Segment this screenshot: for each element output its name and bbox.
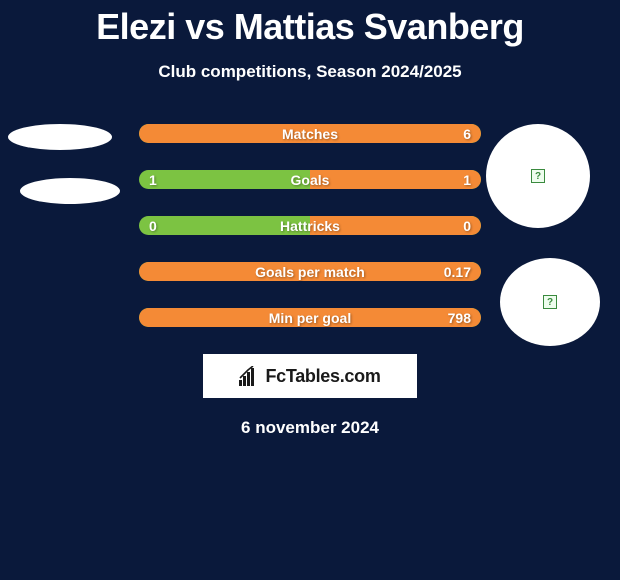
stat-value-right: 798 <box>448 310 471 326</box>
stat-pill: 0 Hattricks 0 <box>139 216 481 235</box>
stat-value-right: 0 <box>463 218 471 234</box>
brand-badge: FcTables.com <box>203 354 417 398</box>
stat-label: Hattricks <box>280 218 340 234</box>
brand-chart-icon <box>239 366 261 386</box>
stat-pill: Min per goal 798 <box>139 308 481 327</box>
stat-row: Goals per match 0.17 <box>0 262 620 281</box>
stat-value-left: 1 <box>149 172 157 188</box>
stat-pill: 1 Goals 1 <box>139 170 481 189</box>
stat-pill: Matches 6 <box>139 124 481 143</box>
stat-label: Min per goal <box>269 310 351 326</box>
page-title: Elezi vs Mattias Svanberg <box>0 0 620 48</box>
stat-value-right: 0.17 <box>444 264 471 280</box>
stat-label: Goals <box>291 172 330 188</box>
stat-value-right: 1 <box>463 172 471 188</box>
stat-label: Goals per match <box>255 264 365 280</box>
footer-date: 6 november 2024 <box>0 418 620 438</box>
page-subtitle: Club competitions, Season 2024/2025 <box>0 62 620 82</box>
placeholder-icon: ? <box>543 295 557 309</box>
stat-value-right: 6 <box>463 126 471 142</box>
stat-row: 1 Goals 1 <box>0 170 620 189</box>
stat-row: Matches 6 <box>0 124 620 143</box>
brand-text: FcTables.com <box>265 366 380 387</box>
stat-row: 0 Hattricks 0 <box>0 216 620 235</box>
stat-pill-right-fill <box>310 170 481 189</box>
stat-label: Matches <box>282 126 338 142</box>
stat-pill: Goals per match 0.17 <box>139 262 481 281</box>
stat-row: Min per goal 798 <box>0 308 620 327</box>
stat-value-left: 0 <box>149 218 157 234</box>
